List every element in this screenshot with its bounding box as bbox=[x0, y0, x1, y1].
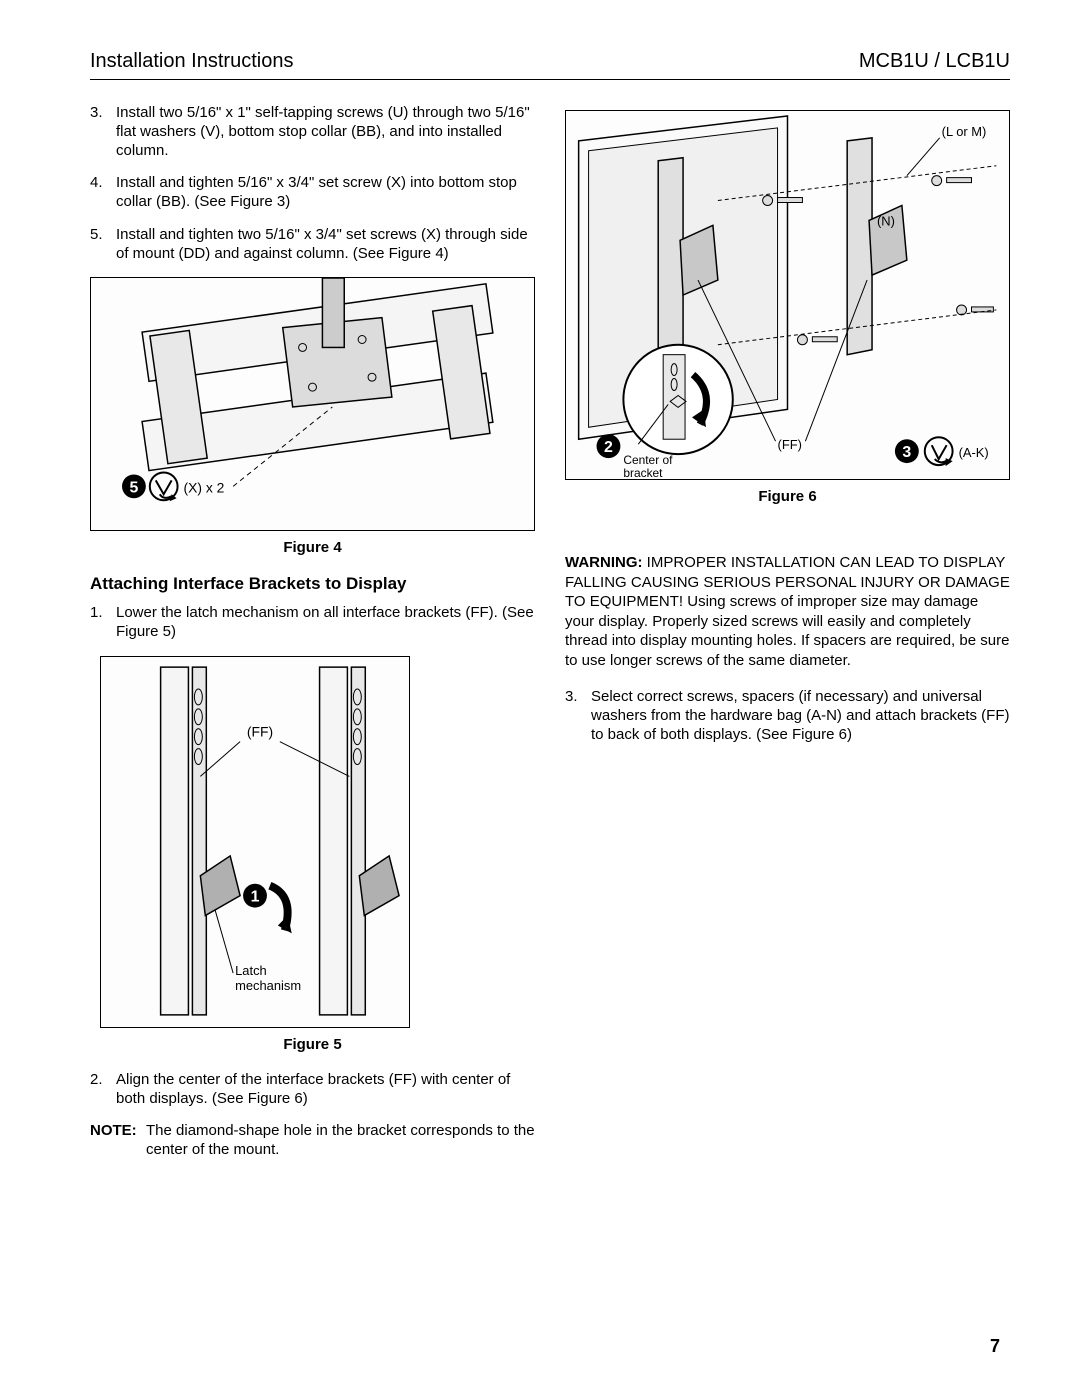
step-text: Install and tighten two 5/16" x 3/4" set… bbox=[116, 226, 535, 264]
figure-6-diagram: (L or M) (N) 2 Center of bracket bbox=[566, 111, 1009, 479]
list-item: 2. Align the center of the interface bra… bbox=[90, 1071, 535, 1109]
header-title-left: Installation Instructions bbox=[90, 50, 293, 73]
svg-text:(FF): (FF) bbox=[778, 437, 802, 452]
warning-text: IMPROPER INSTALLATION CAN LEAD TO DISPLA… bbox=[565, 554, 1010, 669]
left-column: 3. Install two 5/16" x 1" self-tapping s… bbox=[90, 104, 535, 1160]
svg-text:Latch: Latch bbox=[235, 963, 267, 978]
right-column: (L or M) (N) 2 Center of bracket bbox=[565, 104, 1010, 1160]
list-item: 5. Install and tighten two 5/16" x 3/4" … bbox=[90, 226, 535, 264]
svg-text:(A-K): (A-K) bbox=[959, 445, 989, 460]
svg-text:3: 3 bbox=[902, 444, 911, 461]
note: NOTE: The diamond-shape hole in the brac… bbox=[90, 1122, 535, 1160]
list-item: 3. Install two 5/16" x 1" self-tapping s… bbox=[90, 104, 535, 160]
step-text: Lower the latch mechanism on all interfa… bbox=[116, 604, 535, 642]
svg-text:1: 1 bbox=[251, 888, 260, 905]
step-number: 2. bbox=[90, 1071, 116, 1109]
section-title: Attaching Interface Brackets to Display bbox=[90, 574, 535, 594]
list-item: 4. Install and tighten 5/16" x 3/4" set … bbox=[90, 174, 535, 212]
steps-list-right: 3. Select correct screws, spacers (if ne… bbox=[565, 688, 1010, 744]
note-label: NOTE: bbox=[90, 1122, 146, 1160]
svg-text:(L or M): (L or M) bbox=[942, 124, 987, 139]
list-item: 1. Lower the latch mechanism on all inte… bbox=[90, 604, 535, 642]
steps-list-mid: 1. Lower the latch mechanism on all inte… bbox=[90, 604, 535, 642]
step-number: 3. bbox=[565, 688, 591, 744]
page-header: Installation Instructions MCB1U / LCB1U bbox=[90, 50, 1010, 80]
step-number: 1. bbox=[90, 604, 116, 642]
svg-text:(X) x 2: (X) x 2 bbox=[184, 480, 225, 496]
warning-label: WARNING: bbox=[565, 554, 643, 571]
step-number: 4. bbox=[90, 174, 116, 212]
figure-6-caption: Figure 6 bbox=[565, 488, 1010, 505]
steps-list-bottom: 2. Align the center of the interface bra… bbox=[90, 1071, 535, 1109]
list-item: 3. Select correct screws, spacers (if ne… bbox=[565, 688, 1010, 744]
figure-4: 5 (X) x 2 bbox=[90, 277, 535, 531]
svg-text:Center of: Center of bbox=[623, 453, 673, 467]
step-text: Install two 5/16" x 1" self-tapping scre… bbox=[116, 104, 535, 160]
figure-6: (L or M) (N) 2 Center of bracket bbox=[565, 110, 1010, 480]
note-text: The diamond-shape hole in the bracket co… bbox=[146, 1122, 535, 1160]
steps-list-top: 3. Install two 5/16" x 1" self-tapping s… bbox=[90, 104, 535, 263]
step-number: 5. bbox=[90, 226, 116, 264]
svg-text:2: 2 bbox=[604, 439, 613, 456]
svg-text:(FF): (FF) bbox=[247, 723, 273, 739]
svg-text:bracket: bracket bbox=[623, 466, 663, 479]
figure-4-diagram: 5 (X) x 2 bbox=[91, 278, 534, 530]
figure-5-diagram: (FF) 1 Latch mechanism bbox=[101, 657, 409, 1027]
svg-text:(N): (N) bbox=[877, 213, 895, 228]
figure-5-caption: Figure 5 bbox=[90, 1036, 535, 1053]
figure-5: (FF) 1 Latch mechanism bbox=[100, 656, 410, 1028]
warning-paragraph: WARNING: IMPROPER INSTALLATION CAN LEAD … bbox=[565, 553, 1010, 670]
page-number: 7 bbox=[990, 1336, 1000, 1357]
step-text: Align the center of the interface bracke… bbox=[116, 1071, 535, 1109]
step-number: 3. bbox=[90, 104, 116, 160]
step-text: Select correct screws, spacers (if neces… bbox=[591, 688, 1010, 744]
svg-text:5: 5 bbox=[130, 480, 139, 497]
svg-text:mechanism: mechanism bbox=[235, 978, 301, 993]
header-title-right: MCB1U / LCB1U bbox=[859, 50, 1010, 73]
step-text: Install and tighten 5/16" x 3/4" set scr… bbox=[116, 174, 535, 212]
figure-4-caption: Figure 4 bbox=[90, 539, 535, 556]
